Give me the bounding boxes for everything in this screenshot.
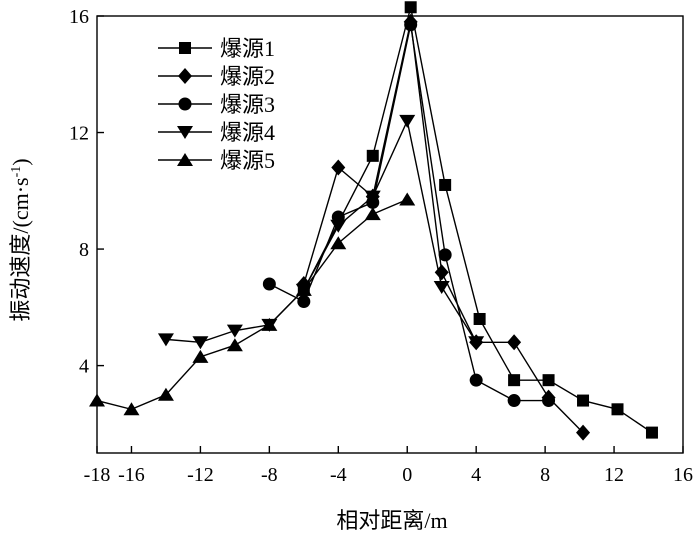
legend-marker <box>178 97 192 111</box>
series-1-point <box>508 374 521 387</box>
x-tick-label: 4 <box>471 464 481 486</box>
series-3-point <box>404 18 418 32</box>
series-1-point <box>577 394 590 407</box>
plot-frame <box>96 15 684 454</box>
x-tick-label: 12 <box>604 464 624 486</box>
series-1-point <box>542 374 555 387</box>
x-tick-label: -8 <box>261 464 278 486</box>
series-5-point <box>226 338 243 352</box>
legend-label: 爆源1 <box>220 36 275 61</box>
legend-marker <box>177 153 193 166</box>
y-axis-label: 振动速度/(cm·s-1) <box>8 158 33 321</box>
y-tick-label: 16 <box>69 6 89 28</box>
series-5-point <box>364 207 381 221</box>
series-5-point <box>89 393 105 407</box>
series-3-point <box>297 295 311 309</box>
series-5-point <box>123 402 140 416</box>
series-4-point <box>364 190 381 204</box>
series-1-point <box>611 403 624 416</box>
series-1-point <box>366 149 379 162</box>
series-4-line <box>165 118 477 344</box>
x-axis-label: 相对距离/m <box>336 508 447 533</box>
legend-label: 爆源4 <box>220 120 275 145</box>
x-tick-label: -4 <box>330 464 347 486</box>
x-tick-label: 8 <box>540 464 550 486</box>
series-1-point <box>645 426 658 439</box>
x-tick-label: 16 <box>673 464 693 486</box>
series-1 <box>297 1 658 439</box>
legend-entry-2: 爆源2 <box>158 64 275 89</box>
series-5-point <box>261 317 278 331</box>
series-5 <box>89 192 416 416</box>
series-2-point <box>331 159 346 176</box>
series-4-point <box>468 336 485 350</box>
axis-ticks: -18 -16 -12 -8 -4 0 4 8 12 16 4 8 12 16 <box>69 6 693 486</box>
legend-label: 爆源3 <box>220 92 275 117</box>
series-layer <box>89 1 658 441</box>
y-axis-label-main: 振动速度/ <box>8 227 33 322</box>
legend-entry-4: 爆源4 <box>158 120 275 145</box>
series-4-point <box>226 324 243 338</box>
legend-label: 爆源2 <box>220 64 275 89</box>
series-3-point <box>438 248 452 262</box>
series-5-line <box>96 198 408 411</box>
series-3-point <box>469 373 483 387</box>
x-tick-label: -12 <box>187 464 214 486</box>
legend: 爆源1 爆源2 爆源3 爆源4 爆源5 <box>158 36 275 173</box>
series-1-point <box>404 1 417 14</box>
series-3 <box>262 18 556 408</box>
legend-marker <box>178 68 192 84</box>
series-1-point <box>473 312 486 325</box>
series-3-line <box>269 24 549 402</box>
series-1-line <box>303 7 653 434</box>
legend-entry-3: 爆源3 <box>158 92 275 117</box>
legend-entry-1: 爆源1 <box>158 36 275 61</box>
x-tick-label: -16 <box>118 464 145 486</box>
series-3-point <box>507 394 521 408</box>
series-4-point <box>330 219 347 233</box>
series-4-point <box>399 114 416 128</box>
series-4 <box>157 114 485 350</box>
axes <box>96 15 684 454</box>
x-tick-label: 0 <box>402 464 412 486</box>
x-tick-label: -18 <box>84 464 111 486</box>
y-axis-label-unit-sup: -1 <box>9 166 24 178</box>
legend-marker <box>177 126 193 139</box>
series-4-point <box>192 336 209 350</box>
y-tick-label: 12 <box>69 123 89 145</box>
series-5-point <box>192 349 209 363</box>
series-2-point <box>576 424 591 441</box>
series-5-point <box>295 282 312 296</box>
series-5-point <box>330 236 347 250</box>
legend-marker <box>179 42 191 54</box>
legend-entry-5: 爆源5 <box>158 148 275 173</box>
legend-label: 爆源5 <box>220 148 275 173</box>
y-axis-label-unit-close: ) <box>8 158 33 165</box>
series-4-point <box>157 333 174 347</box>
series-5-point <box>157 387 174 401</box>
y-tick-label: 8 <box>79 239 89 261</box>
series-5-point <box>399 192 416 206</box>
y-axis-label-unit: (cm·s <box>8 177 33 227</box>
series-1-point <box>439 178 452 191</box>
series-3-point <box>542 394 556 408</box>
series-2-point <box>507 334 522 351</box>
y-tick-label: 4 <box>79 356 89 378</box>
series-2-line <box>303 21 584 434</box>
series-4-point <box>433 280 450 294</box>
series-3-point <box>262 277 276 291</box>
